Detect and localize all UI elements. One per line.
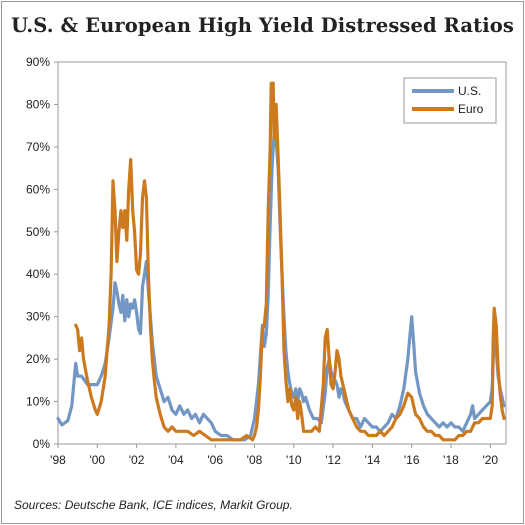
x-tick-label: '08	[247, 453, 263, 467]
x-tick-label: '06	[207, 453, 223, 467]
y-tick-label: 80%	[26, 97, 50, 111]
y-axis: 0% 10% 20% 30% 40% 50% 60% 70% 80% 90%	[26, 55, 58, 451]
legend: U.S. Euro	[403, 77, 497, 124]
x-tick-label: '02	[129, 453, 145, 467]
legend-box	[403, 77, 497, 124]
legend-label: Euro	[458, 102, 484, 116]
x-tick-label: '10	[286, 453, 302, 467]
y-tick-label: 10%	[26, 395, 50, 409]
series-line-euro	[74, 81, 506, 442]
x-tick-label: '20	[482, 453, 498, 467]
source-note: Sources: Deutsche Bank, ICE indices, Mar…	[14, 498, 293, 512]
x-tick-label: '12	[325, 453, 341, 467]
x-tick-label: '18	[443, 453, 459, 467]
x-tick-label: '16	[404, 453, 420, 467]
series-layer	[56, 81, 506, 442]
y-tick-label: 50%	[26, 225, 50, 239]
series-line-us	[56, 132, 506, 442]
legend-label: U.S.	[458, 84, 481, 98]
y-tick-label: 60%	[26, 182, 50, 196]
x-axis: '98 '00 '02 '04 '06 '08 '10 '12 '14 '16 '18 '20	[50, 444, 498, 467]
chart-title: U.S. & European High Yield Distressed Ra…	[11, 14, 514, 37]
y-tick-label: 20%	[26, 352, 50, 366]
x-tick-label: '98	[50, 453, 66, 467]
x-tick-label: '00	[89, 453, 105, 467]
y-tick-label: 30%	[26, 310, 50, 324]
y-tick-label: 90%	[26, 55, 50, 69]
y-tick-label: 70%	[26, 140, 50, 154]
x-tick-label: '14	[365, 453, 381, 467]
y-tick-label: 40%	[26, 267, 50, 281]
y-tick-label: 0%	[33, 437, 51, 451]
x-tick-label: '04	[168, 453, 184, 467]
